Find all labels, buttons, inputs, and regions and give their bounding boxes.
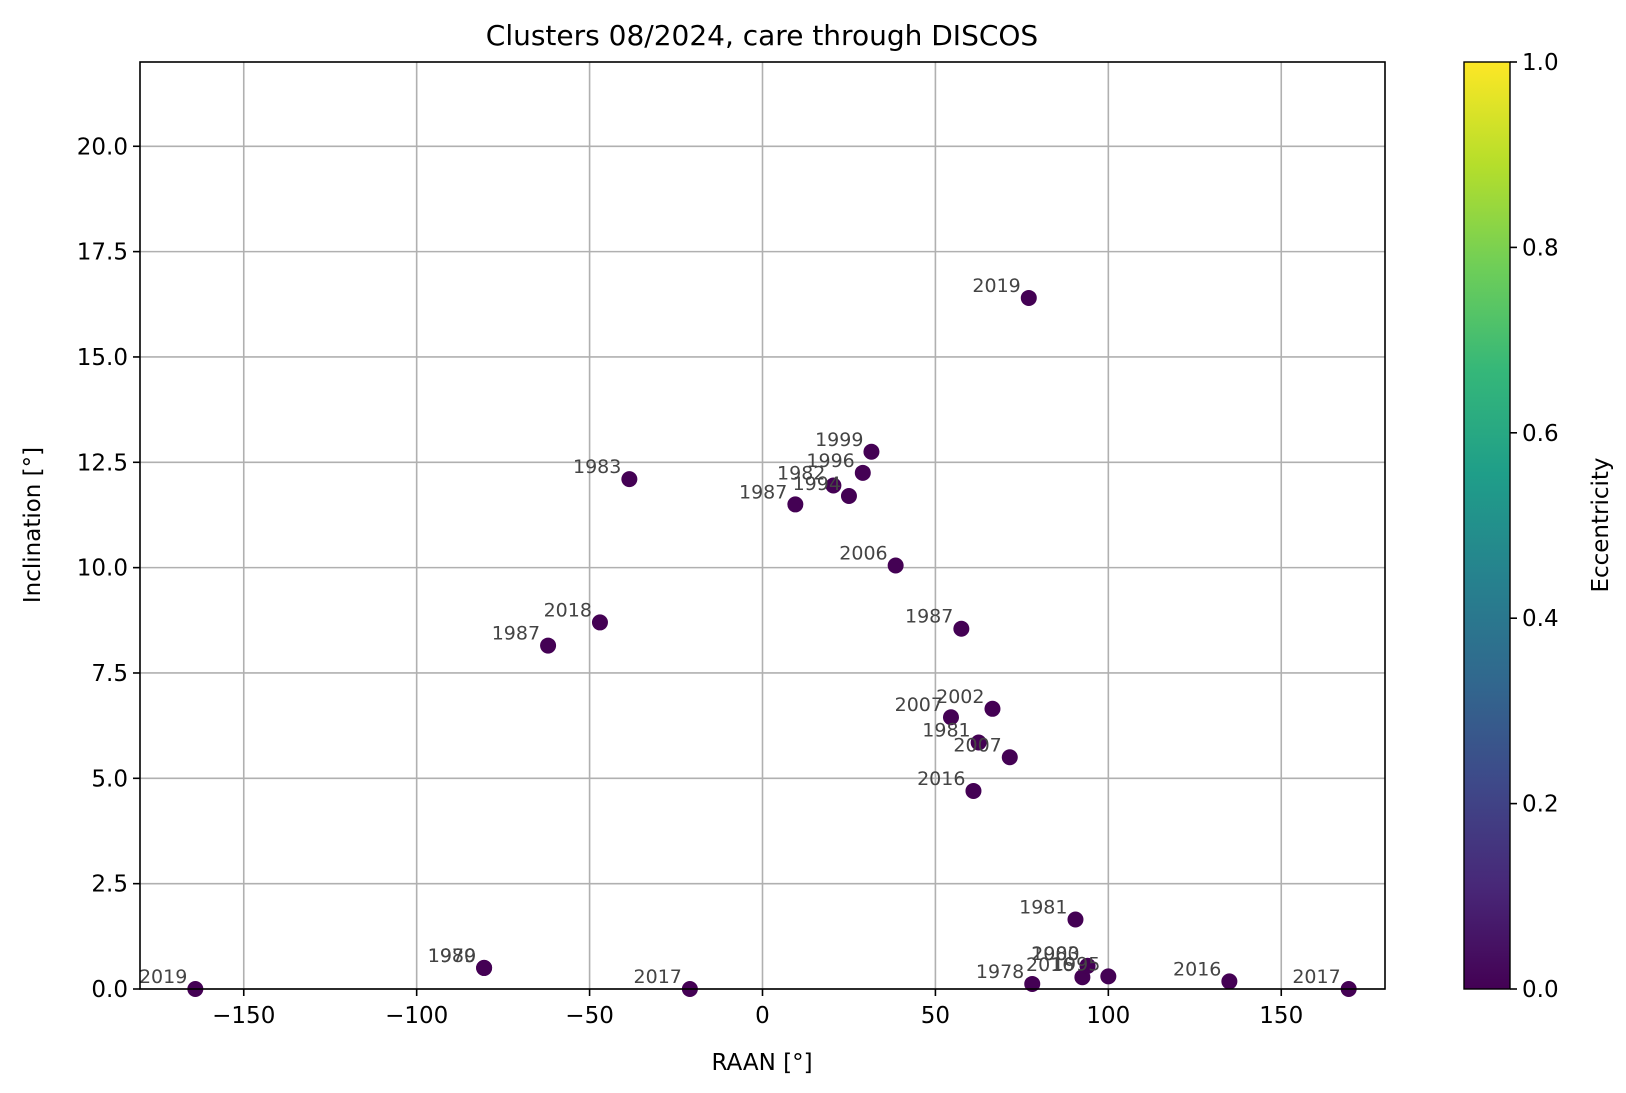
x-tick-label: 100 xyxy=(1086,1003,1130,1029)
y-tick-label: 5.0 xyxy=(91,766,128,792)
y-tick-label: 17.5 xyxy=(77,240,128,266)
x-tick-label: −100 xyxy=(385,1003,448,1029)
data-point xyxy=(970,734,987,751)
point-year-label: 1987 xyxy=(739,481,787,503)
point-year-label: 2019 xyxy=(139,966,187,988)
grid-lines xyxy=(140,62,1385,990)
point-year-label: 2002 xyxy=(936,686,984,708)
data-point xyxy=(854,464,871,481)
data-point xyxy=(621,471,638,488)
data-point xyxy=(887,557,904,574)
point-year-label: 2007 xyxy=(895,694,943,716)
data-point xyxy=(840,488,857,505)
point-year-label: 1995 xyxy=(1052,953,1100,975)
colorbar-tick-label: 0.4 xyxy=(1522,606,1559,632)
point-year-label: 1983 xyxy=(573,456,621,478)
point-year-label: 2000 xyxy=(1031,943,1079,965)
point-year-label: 1987 xyxy=(492,623,540,645)
colorbar-tick-label: 1.0 xyxy=(1522,50,1559,76)
data-point xyxy=(984,700,1001,717)
point-year-label: 1987 xyxy=(905,606,953,628)
point-year-label: 2016 xyxy=(1026,954,1074,976)
data-point xyxy=(965,782,982,799)
point-labels: 2019199919961982199419871983200620181987… xyxy=(139,275,1341,988)
point-year-label: 1983 xyxy=(1031,943,1079,965)
point-year-label: 2016 xyxy=(1173,958,1221,980)
point-year-label: 1978 xyxy=(976,961,1024,983)
data-point xyxy=(1001,749,1018,766)
y-axis-label: Inclination [°] xyxy=(20,447,46,603)
data-point xyxy=(540,637,557,654)
point-year-label: 2007 xyxy=(953,734,1001,756)
point-year-label: 1981 xyxy=(1019,896,1067,918)
colorbar-tick-label: 0.8 xyxy=(1522,235,1559,261)
x-tick-label: 50 xyxy=(921,1003,950,1029)
data-point xyxy=(1067,911,1084,928)
point-year-label: 2017 xyxy=(1292,966,1340,988)
colorbar-tick-label: 0.2 xyxy=(1522,792,1559,818)
data-point xyxy=(591,614,608,631)
data-point xyxy=(476,959,493,976)
colorbar-label: Eccentricity xyxy=(1588,457,1614,592)
y-tick-label: 2.5 xyxy=(91,872,128,898)
y-tick-label: 0.0 xyxy=(91,977,128,1003)
point-year-label: 2018 xyxy=(544,599,592,621)
x-axis-ticks: −150 −100 −50 0 50 100 150 xyxy=(212,989,1303,1029)
data-point xyxy=(1024,975,1041,992)
point-year-label: 2016 xyxy=(917,768,965,790)
data-point xyxy=(1100,968,1117,985)
data-point xyxy=(953,620,970,637)
colorbar-tick-label: 0.0 xyxy=(1522,977,1559,1003)
data-point xyxy=(942,709,959,726)
colorbar-tick-label: 0.6 xyxy=(1522,421,1559,447)
data-point xyxy=(1221,973,1238,990)
point-year-label: 1981 xyxy=(922,720,970,742)
point-year-label: 2019 xyxy=(972,275,1020,297)
x-tick-label: −150 xyxy=(212,1003,275,1029)
chart-title: Clusters 08/2024, care through DISCOS xyxy=(486,19,1038,52)
data-point xyxy=(1079,957,1096,974)
point-year-label: 1979 xyxy=(428,945,476,967)
y-tick-label: 7.5 xyxy=(91,661,128,687)
x-tick-label: 150 xyxy=(1259,1003,1303,1029)
point-year-label: 1994 xyxy=(793,473,841,495)
data-point xyxy=(863,443,880,460)
y-tick-label: 10.0 xyxy=(77,556,128,582)
y-axis-ticks: 0.0 2.5 5.0 7.5 10.0 12.5 15.0 17.5 20.0 xyxy=(77,134,140,1003)
point-year-label: 1980 xyxy=(428,945,476,967)
point-year-label: 1999 xyxy=(815,429,863,451)
point-year-label: 1982 xyxy=(777,462,825,484)
x-axis-label: RAAN [°] xyxy=(711,1050,812,1076)
y-tick-label: 20.0 xyxy=(77,134,128,160)
colorbar xyxy=(1463,61,1511,990)
x-tick-label: 0 xyxy=(755,1003,770,1029)
y-tick-label: 15.0 xyxy=(77,345,128,371)
point-year-label: 2006 xyxy=(839,543,887,565)
data-point xyxy=(825,477,842,494)
data-points xyxy=(187,289,1357,997)
y-tick-label: 12.5 xyxy=(77,450,128,476)
colorbar-ticks: 0.0 0.2 0.4 0.6 0.8 1.0 xyxy=(1510,50,1559,1003)
point-year-label: 2017 xyxy=(634,966,682,988)
x-tick-label: −50 xyxy=(565,1003,614,1029)
data-point xyxy=(787,496,804,513)
point-year-label: 1996 xyxy=(806,450,854,472)
data-point xyxy=(1020,289,1037,306)
